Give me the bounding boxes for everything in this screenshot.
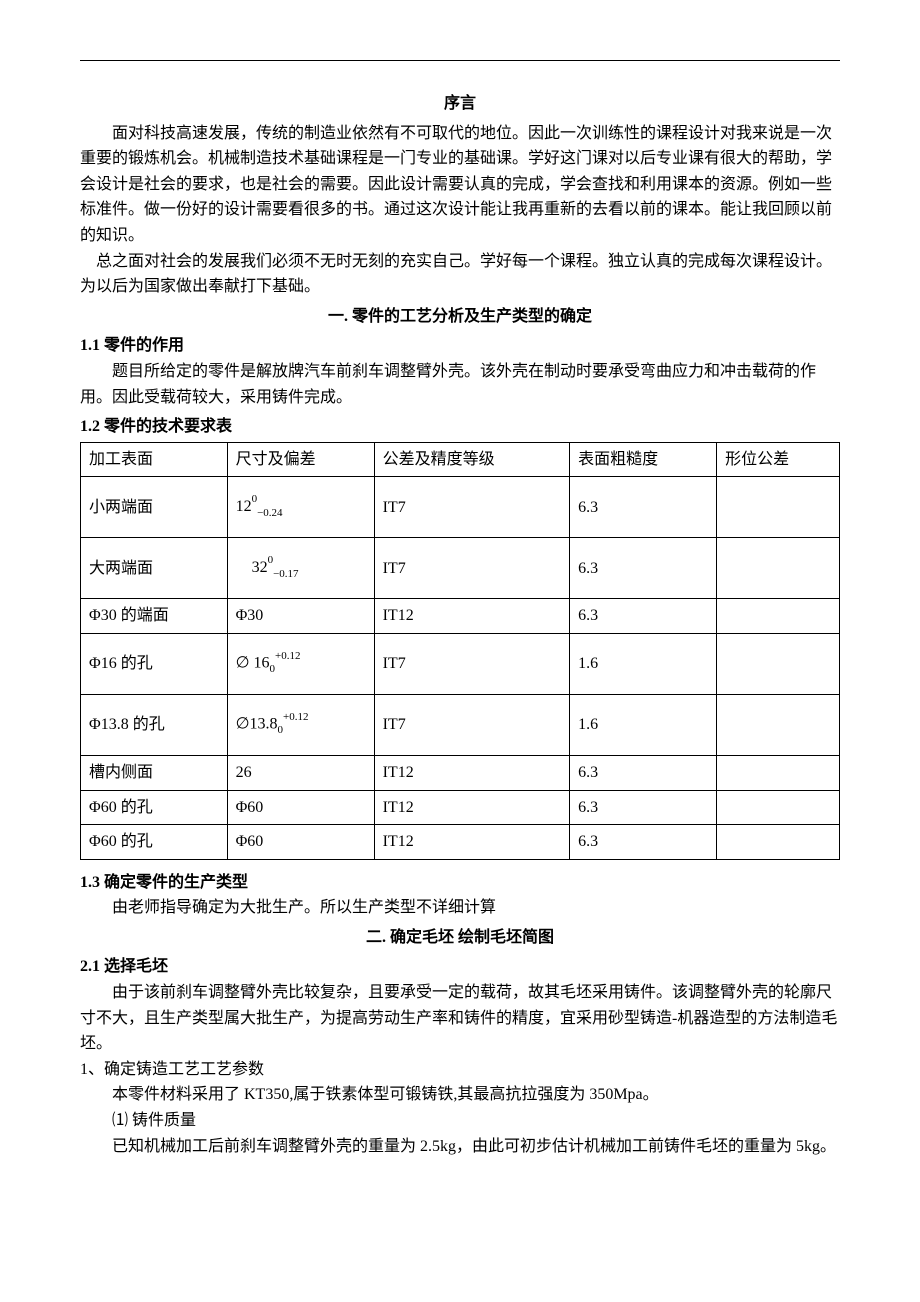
table-row: 大两端面320−0.17IT76.3 <box>81 538 840 599</box>
cell-grade: IT7 <box>374 694 570 755</box>
item-1-body: 本零件材料采用了 KT350,属于铁素体型可锻铸铁,其最高抗拉强度为 350Mp… <box>80 1082 840 1108</box>
top-horizontal-rule <box>80 60 840 61</box>
cell-roughness: 6.3 <box>570 538 717 599</box>
cell-geo-tolerance <box>717 538 840 599</box>
section-1-3-heading: 1.3 确定零件的生产类型 <box>80 870 840 896</box>
table-row: Φ16 的孔∅ 160+0.12IT71.6 <box>81 633 840 694</box>
cell-dimension: 320−0.17 <box>227 538 374 599</box>
cell-surface: Φ16 的孔 <box>81 633 228 694</box>
section-1-1-heading: 1.1 零件的作用 <box>80 333 840 359</box>
table-row: Φ13.8 的孔∅13.80+0.12IT71.6 <box>81 694 840 755</box>
section-2-1-heading: 2.1 选择毛坯 <box>80 954 840 980</box>
item-1-heading: 1、确定铸造工艺工艺参数 <box>80 1057 840 1083</box>
cell-grade: IT7 <box>374 538 570 599</box>
sub-1-heading: ⑴ 铸件质量 <box>80 1108 840 1134</box>
cell-grade: IT7 <box>374 633 570 694</box>
table-row: 槽内侧面26IT126.3 <box>81 755 840 790</box>
cell-surface: Φ60 的孔 <box>81 790 228 825</box>
cell-grade: IT12 <box>374 790 570 825</box>
section-2-heading: 二. 确定毛坯 绘制毛坯简图 <box>80 925 840 951</box>
cell-surface: 大两端面 <box>81 538 228 599</box>
preface-para-2: 总之面对社会的发展我们必须不无时无刻的充实自己。学好每一个课程。独立认真的完成每… <box>80 249 840 300</box>
cell-roughness: 1.6 <box>570 633 717 694</box>
table-header-row: 加工表面 尺寸及偏差 公差及精度等级 表面粗糙度 形位公差 <box>81 442 840 477</box>
cell-roughness: 6.3 <box>570 755 717 790</box>
cell-dimension: Φ60 <box>227 790 374 825</box>
cell-roughness: 1.6 <box>570 694 717 755</box>
section-1-1-body: 题目所给定的零件是解放牌汽车前刹车调整臂外壳。该外壳在制动时要承受弯曲应力和冲击… <box>80 359 840 410</box>
cell-geo-tolerance <box>717 694 840 755</box>
table-row: Φ60 的孔Φ60IT126.3 <box>81 825 840 860</box>
cell-roughness: 6.3 <box>570 825 717 860</box>
cell-grade: IT12 <box>374 825 570 860</box>
cell-surface: Φ60 的孔 <box>81 825 228 860</box>
table-header-cell: 表面粗糙度 <box>570 442 717 477</box>
cell-geo-tolerance <box>717 790 840 825</box>
cell-dimension: ∅13.80+0.12 <box>227 694 374 755</box>
cell-surface: Φ13.8 的孔 <box>81 694 228 755</box>
sub-1-body: 已知机械加工后前刹车调整臂外壳的重量为 2.5kg，由此可初步估计机械加工前铸件… <box>80 1134 840 1160</box>
section-1-heading: 一. 零件的工艺分析及生产类型的确定 <box>80 304 840 330</box>
table-header-cell: 加工表面 <box>81 442 228 477</box>
cell-dimension: ∅ 160+0.12 <box>227 633 374 694</box>
table-header-cell: 尺寸及偏差 <box>227 442 374 477</box>
cell-geo-tolerance <box>717 633 840 694</box>
cell-roughness: 6.3 <box>570 790 717 825</box>
table-row: 小两端面120−0.24IT76.3 <box>81 477 840 538</box>
preface-heading: 序言 <box>80 91 840 117</box>
cell-dimension: 120−0.24 <box>227 477 374 538</box>
cell-surface: 槽内侧面 <box>81 755 228 790</box>
section-1-2-heading: 1.2 零件的技术要求表 <box>80 414 840 440</box>
table-header-cell: 形位公差 <box>717 442 840 477</box>
cell-grade: IT12 <box>374 755 570 790</box>
cell-dimension: Φ30 <box>227 599 374 634</box>
section-2-1-body: 由于该前刹车调整臂外壳比较复杂，且要承受一定的载荷，故其毛坯采用铸件。该调整臂外… <box>80 980 840 1057</box>
section-1-3-body: 由老师指导确定为大批生产。所以生产类型不详细计算 <box>80 895 840 921</box>
cell-geo-tolerance <box>717 755 840 790</box>
cell-grade: IT7 <box>374 477 570 538</box>
requirements-table: 加工表面 尺寸及偏差 公差及精度等级 表面粗糙度 形位公差 小两端面120−0.… <box>80 442 840 860</box>
table-row: Φ60 的孔Φ60IT126.3 <box>81 790 840 825</box>
cell-geo-tolerance <box>717 477 840 538</box>
cell-geo-tolerance <box>717 599 840 634</box>
cell-grade: IT12 <box>374 599 570 634</box>
cell-dimension: Φ60 <box>227 825 374 860</box>
preface-para-1: 面对科技高速发展，传统的制造业依然有不可取代的地位。因此一次训练性的课程设计对我… <box>80 121 840 249</box>
cell-roughness: 6.3 <box>570 599 717 634</box>
cell-surface: Φ30 的端面 <box>81 599 228 634</box>
cell-roughness: 6.3 <box>570 477 717 538</box>
table-header-cell: 公差及精度等级 <box>374 442 570 477</box>
table-row: Φ30 的端面Φ30IT126.3 <box>81 599 840 634</box>
cell-dimension: 26 <box>227 755 374 790</box>
cell-surface: 小两端面 <box>81 477 228 538</box>
cell-geo-tolerance <box>717 825 840 860</box>
